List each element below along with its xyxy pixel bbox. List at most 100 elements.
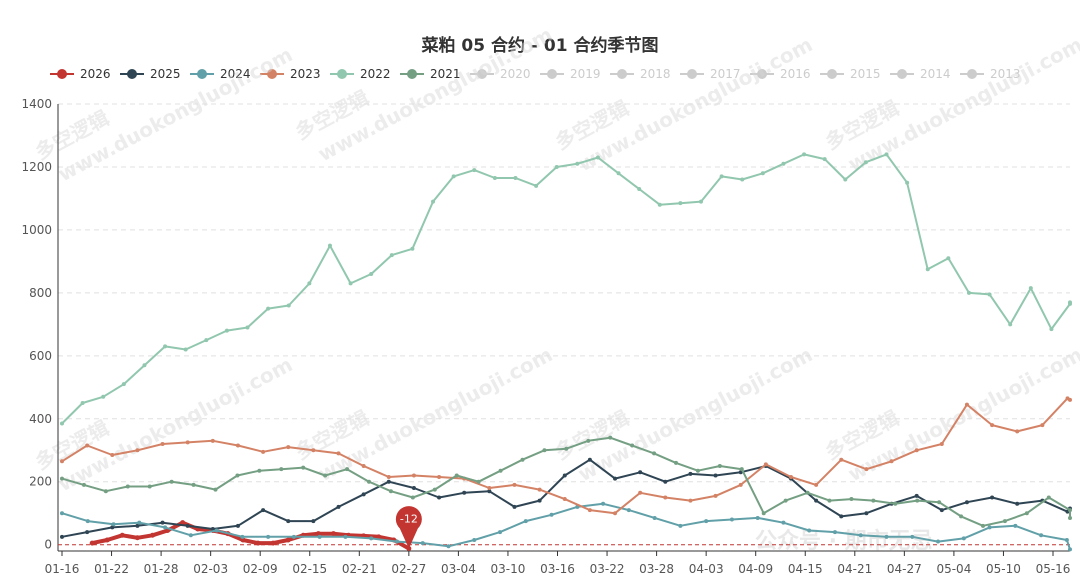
data-point bbox=[147, 484, 152, 489]
data-point bbox=[270, 540, 276, 546]
data-point bbox=[914, 448, 919, 453]
data-point bbox=[740, 177, 745, 182]
legend-marker bbox=[407, 69, 417, 79]
data-point bbox=[60, 476, 64, 481]
data-point bbox=[814, 498, 819, 503]
data-point bbox=[498, 468, 503, 473]
data-point bbox=[688, 471, 693, 476]
legend-label: 2014 bbox=[920, 67, 951, 81]
data-point bbox=[613, 476, 618, 481]
data-point bbox=[125, 484, 130, 489]
legend-item-2017[interactable]: 2017 bbox=[680, 67, 741, 81]
data-point bbox=[311, 519, 316, 524]
data-point bbox=[89, 540, 95, 546]
data-point bbox=[713, 493, 718, 498]
data-point bbox=[626, 508, 631, 513]
data-point bbox=[369, 271, 374, 276]
legend-marker bbox=[617, 69, 627, 79]
data-point bbox=[513, 175, 518, 180]
series-2023 bbox=[60, 396, 1072, 516]
legend-marker bbox=[967, 69, 977, 79]
legend-item-2025[interactable]: 2025 bbox=[120, 67, 181, 81]
data-point bbox=[410, 495, 415, 500]
legend-item-2020[interactable]: 2020 bbox=[470, 67, 531, 81]
data-point bbox=[60, 459, 64, 464]
data-point bbox=[1068, 508, 1072, 513]
data-point bbox=[420, 541, 425, 546]
data-point bbox=[839, 514, 844, 519]
x-tick-label: 05-10 bbox=[986, 562, 1021, 576]
legend-item-2021[interactable]: 2021 bbox=[400, 67, 461, 81]
data-point bbox=[498, 530, 503, 535]
data-point bbox=[185, 440, 190, 445]
data-point bbox=[472, 168, 477, 173]
y-tick-label: 1000 bbox=[21, 223, 52, 237]
y-tick-label: 200 bbox=[29, 475, 52, 489]
data-point bbox=[437, 495, 442, 500]
data-point bbox=[608, 435, 613, 440]
legend-item-2026[interactable]: 2026 bbox=[50, 67, 111, 81]
data-point bbox=[937, 500, 942, 505]
legend-item-2015[interactable]: 2015 bbox=[820, 67, 881, 81]
data-point bbox=[520, 457, 525, 462]
data-point bbox=[60, 421, 64, 426]
data-point bbox=[832, 530, 837, 535]
x-tick-label: 01-28 bbox=[144, 562, 179, 576]
legend-item-2022[interactable]: 2022 bbox=[330, 67, 391, 81]
legend-item-2018[interactable]: 2018 bbox=[610, 67, 671, 81]
data-point bbox=[119, 532, 125, 538]
data-point bbox=[678, 523, 683, 528]
chart-title: 菜粕 05 合约 - 01 合约季节图 bbox=[421, 35, 659, 56]
data-point bbox=[673, 460, 678, 465]
data-point bbox=[990, 423, 995, 428]
data-point bbox=[839, 457, 844, 462]
legend-item-2023[interactable]: 2023 bbox=[260, 67, 321, 81]
data-point bbox=[376, 534, 382, 540]
x-tick-label: 03-10 bbox=[491, 562, 526, 576]
series-2024 bbox=[60, 501, 1072, 552]
x-tick-label: 03-04 bbox=[441, 562, 476, 576]
data-point bbox=[1008, 322, 1013, 327]
data-point bbox=[713, 473, 718, 478]
data-point bbox=[987, 292, 992, 297]
data-point bbox=[261, 449, 266, 454]
data-point bbox=[327, 243, 332, 248]
y-tick-label: 400 bbox=[29, 412, 52, 426]
data-point bbox=[410, 246, 415, 251]
data-point bbox=[1024, 511, 1029, 516]
data-point bbox=[781, 161, 786, 166]
data-point bbox=[245, 325, 250, 330]
data-point bbox=[739, 467, 744, 472]
data-point bbox=[738, 470, 743, 475]
data-point bbox=[369, 536, 374, 541]
legend-marker bbox=[827, 69, 837, 79]
data-point bbox=[386, 479, 391, 484]
data-point bbox=[257, 468, 262, 473]
data-point bbox=[512, 504, 517, 509]
data-point bbox=[1046, 495, 1051, 500]
legend-item-2019[interactable]: 2019 bbox=[540, 67, 601, 81]
legend-item-2013[interactable]: 2013 bbox=[960, 67, 1021, 81]
data-point bbox=[905, 180, 910, 185]
data-point bbox=[946, 256, 951, 261]
series-line-2022 bbox=[61, 153, 1071, 425]
data-point bbox=[285, 537, 291, 543]
legend-item-2016[interactable]: 2016 bbox=[750, 67, 811, 81]
legend[interactable]: 2026 2025 2024 2023 2022 2021 2020 2019 2018 2017… bbox=[50, 67, 1021, 81]
data-point bbox=[266, 534, 271, 539]
data-point bbox=[814, 482, 819, 487]
data-point bbox=[240, 537, 246, 543]
x-tick-label: 02-21 bbox=[342, 562, 377, 576]
data-point bbox=[492, 175, 497, 180]
legend-item-2024[interactable]: 2024 bbox=[190, 67, 251, 81]
x-tick-label: 02-27 bbox=[391, 562, 426, 576]
legend-item-2014[interactable]: 2014 bbox=[890, 67, 951, 81]
legend-marker bbox=[267, 69, 277, 79]
data-point bbox=[738, 482, 743, 487]
data-point bbox=[487, 486, 492, 491]
axes: 0 200 400 600 800 1000 1200 1400 01-16 01-22 01-28… bbox=[21, 97, 1070, 576]
data-point bbox=[291, 534, 296, 539]
data-point bbox=[657, 202, 662, 207]
data-point bbox=[336, 451, 341, 456]
